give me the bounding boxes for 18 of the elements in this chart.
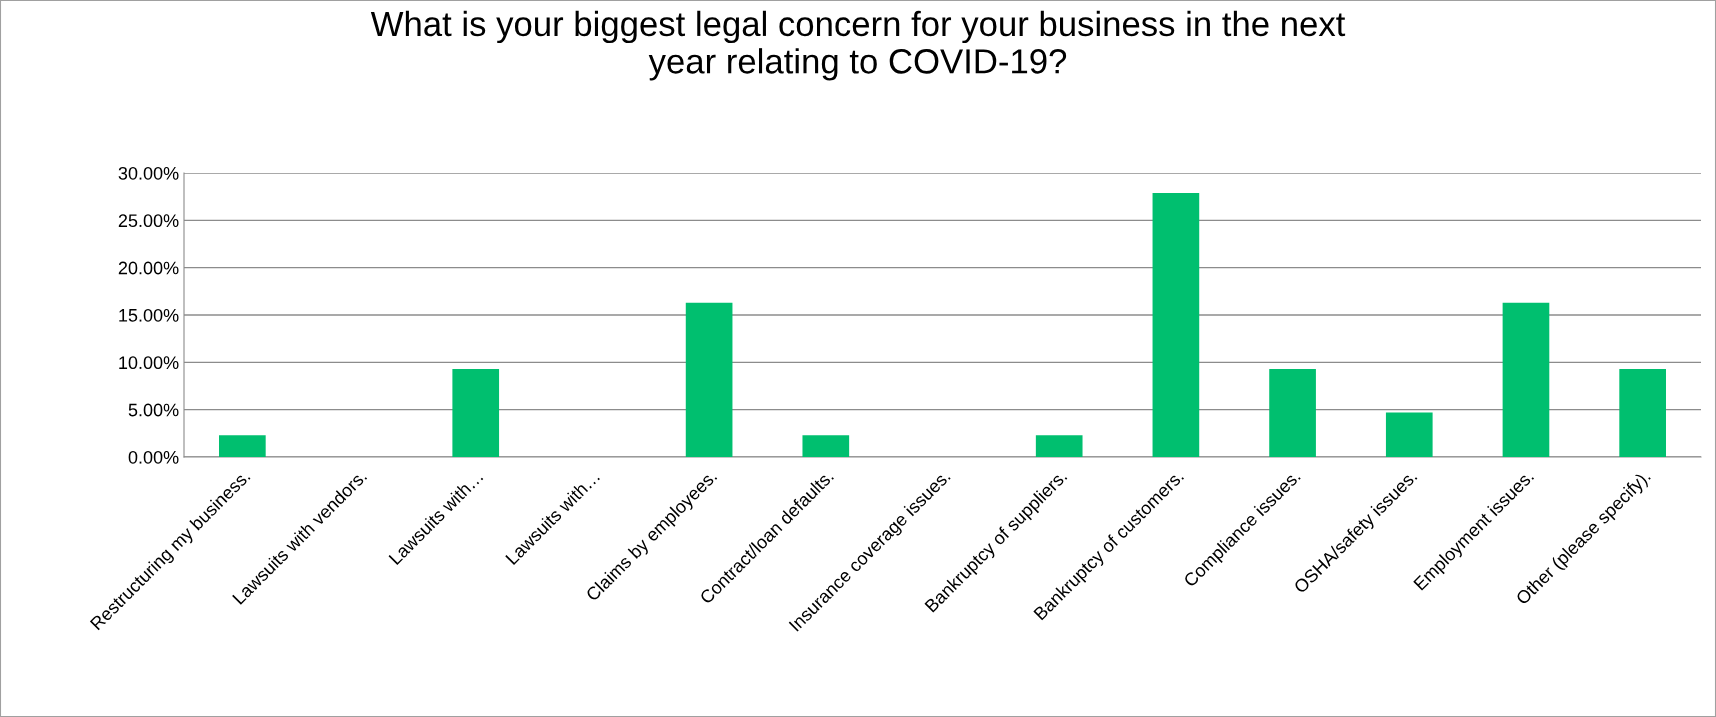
y-tick-label: 30.00% xyxy=(118,166,179,180)
chart-title: What is your biggest legal concern for your business in the next year relating to COVID-19? xyxy=(370,10,1346,81)
y-tick-label: 0.00% xyxy=(128,450,179,464)
bar xyxy=(1385,412,1433,457)
bar xyxy=(1035,435,1083,457)
y-tick-label: 5.00% xyxy=(128,403,179,417)
y-tick-label: 10.00% xyxy=(119,356,179,370)
y-tick-label: 15.00% xyxy=(119,308,179,322)
bar xyxy=(1502,302,1550,457)
bar xyxy=(802,435,850,457)
bar xyxy=(1269,368,1316,457)
y-tick-label: 20.00% xyxy=(118,261,179,275)
bar xyxy=(1619,368,1666,457)
bar xyxy=(219,435,266,457)
bar xyxy=(685,302,733,457)
bar xyxy=(1152,192,1200,457)
bar xyxy=(452,368,500,457)
y-tick-label: 25.00% xyxy=(118,214,179,228)
